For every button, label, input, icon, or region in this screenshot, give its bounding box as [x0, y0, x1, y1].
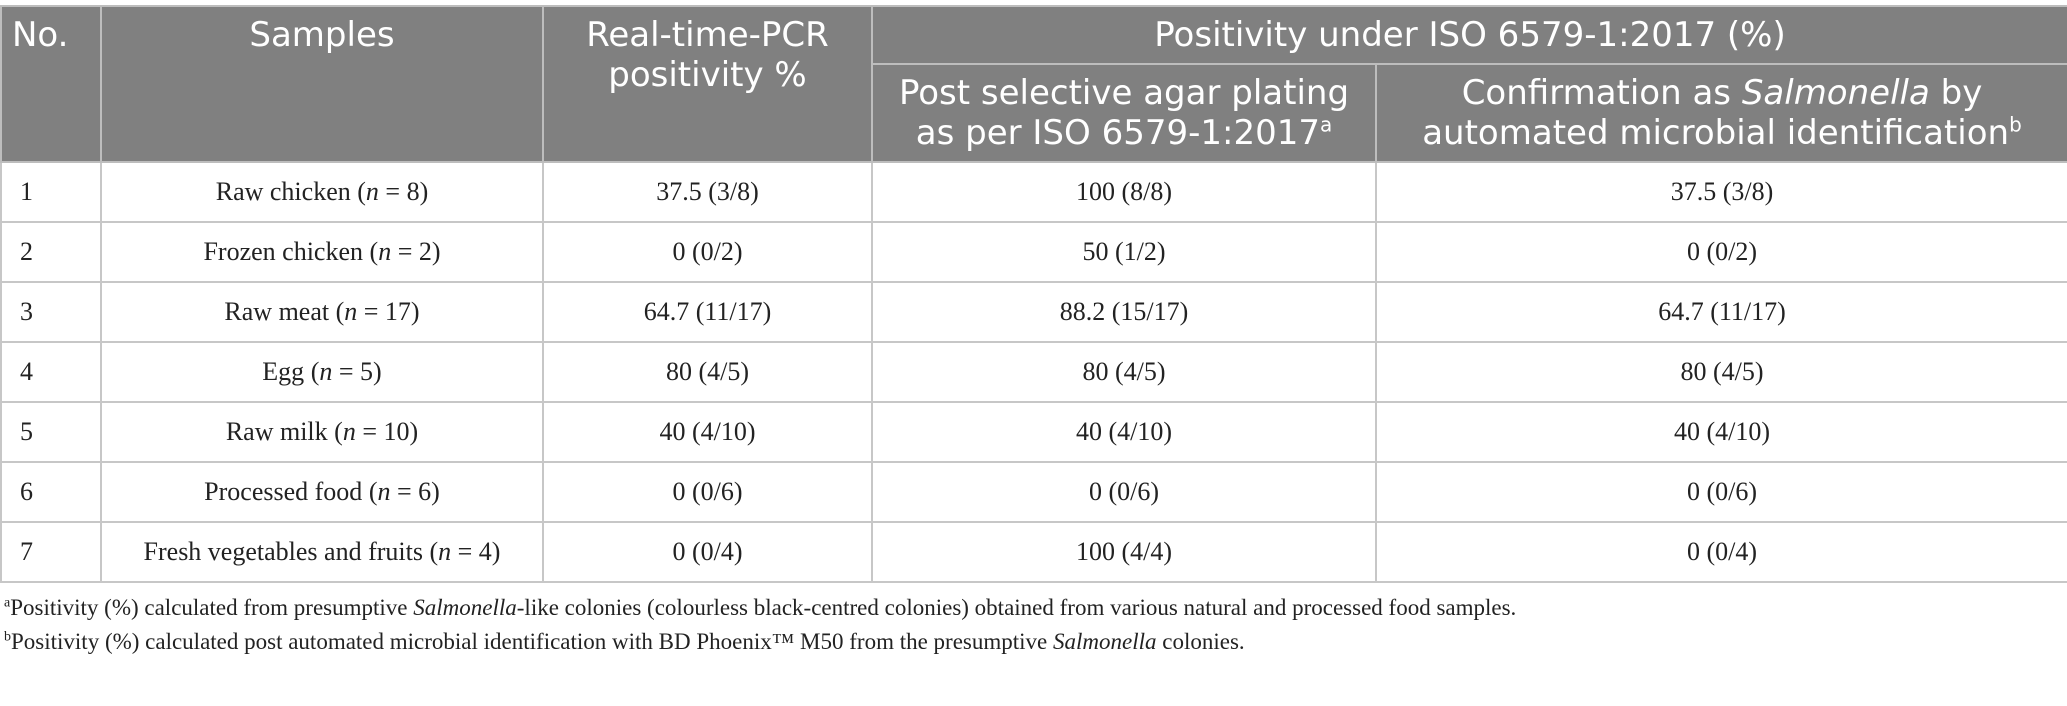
sample-n-value: = 5) [332, 357, 382, 386]
footnote-a-marker: a [4, 595, 11, 611]
table-row: 3 Raw meat (n = 17) 64.7 (11/17) 88.2 (1… [0, 281, 2067, 343]
cell-sample: Raw meat (n = 17) [100, 281, 544, 343]
cell-pcr: 40 (4/10) [542, 401, 873, 463]
cell-sample: Egg (n = 5) [100, 341, 544, 403]
header-confirm-pre: Confirmation as [1461, 73, 1742, 113]
sample-name: Processed food [204, 477, 363, 506]
table-row: 4 Egg (n = 5) 80 (4/5) 80 (4/5) 80 (4/5) [0, 341, 2067, 403]
header-plating-line2: as per ISO 6579-1:2017 [915, 113, 1320, 153]
cell-plating: 0 (0/6) [871, 461, 1377, 523]
sample-name: Frozen chicken [203, 237, 364, 266]
table-row: 1 Raw chicken (n = 8) 37.5 (3/8) 100 (8/… [0, 161, 2067, 223]
cell-confirm: 37.5 (3/8) [1374, 161, 2067, 223]
header-confirm-sup: b [2009, 112, 2022, 137]
table-row: 6 Processed food (n = 6) 0 (0/6) 0 (0/6)… [0, 461, 2067, 523]
footnote-b-pre: Positivity (%) calculated post automated… [11, 629, 1054, 654]
cell-no: 7 [0, 521, 102, 583]
cell-plating: 50 (1/2) [871, 221, 1377, 283]
sample-n-label: n [377, 477, 391, 506]
footnote-b: bPositivity (%) calculated post automate… [4, 625, 2067, 659]
cell-plating: 100 (8/8) [871, 161, 1377, 223]
sample-n-value: = 6) [390, 477, 440, 506]
table-row: 5 Raw milk (n = 10) 40 (4/10) 40 (4/10) … [0, 401, 2067, 463]
footnote-b-post: colonies. [1156, 629, 1245, 654]
cell-pcr: 0 (0/6) [542, 461, 873, 523]
table-header: No. Samples Real-time-PCR positivity % P… [0, 5, 2067, 163]
cell-pcr: 64.7 (11/17) [542, 281, 873, 343]
sample-n-value: = 8) [378, 177, 429, 206]
cell-confirm: 0 (0/4) [1374, 521, 2067, 583]
footnote-a-italic: Salmonella [413, 595, 517, 620]
header-confirm-line2: automated microbial identification [1422, 113, 2010, 153]
sample-n-label: n [365, 177, 379, 206]
header-confirm-post: by [1929, 73, 1983, 113]
header-row-2: Post selective agar plating as per ISO 6… [1, 63, 2067, 163]
sample-name: Egg [262, 357, 305, 386]
cell-no: 5 [0, 401, 102, 463]
header-row-1: No. Samples Real-time-PCR positivity % P… [0, 5, 2067, 163]
cell-sample: Processed food (n = 6) [100, 461, 544, 523]
table-row: 7 Fresh vegetables and fruits (n = 4) 0 … [0, 521, 2067, 583]
sample-name: Raw meat [224, 297, 330, 326]
sample-n-label: n [344, 297, 358, 326]
header-plating: Post selective agar plating as per ISO 6… [871, 63, 1377, 163]
footnote-b-italic: Salmonella [1053, 629, 1157, 654]
sample-n-value: = 10) [355, 417, 419, 446]
sample-n-label: n [438, 537, 452, 566]
header-iso-group: Positivity under ISO 6579-1:2017 (%) [870, 5, 2067, 65]
header-no: No. [0, 5, 102, 163]
sample-n-value: = 2) [391, 237, 441, 266]
footnote-a-pre: Positivity (%) calculated from presumpti… [10, 595, 414, 620]
cell-sample: Raw chicken (n = 8) [100, 161, 544, 223]
results-table-container: No. Samples Real-time-PCR positivity % P… [0, 5, 2067, 659]
header-confirm-italic: Salmonella [1741, 73, 1930, 113]
header-plating-line1: Post selective agar plating [898, 73, 1350, 113]
header-pcr-line1: Real-time-PCR [586, 15, 829, 55]
sample-name: Raw milk [225, 417, 328, 446]
cell-no: 1 [0, 161, 102, 223]
sample-n-value: = 17) [357, 297, 420, 326]
footnote-a: aPositivity (%) calculated from presumpt… [4, 591, 2067, 625]
cell-no: 3 [0, 281, 102, 343]
cell-confirm: 80 (4/5) [1374, 341, 2067, 403]
sample-name: Fresh vegetables and fruits [143, 537, 423, 566]
cell-plating: 40 (4/10) [871, 401, 1377, 463]
header-confirm: Confirmation as Salmonella by automated … [1374, 63, 2067, 163]
sample-n-label: n [319, 357, 333, 386]
header-samples: Samples [100, 5, 544, 163]
cell-confirm: 0 (0/6) [1374, 461, 2067, 523]
cell-sample: Fresh vegetables and fruits (n = 4) [100, 521, 544, 583]
cell-pcr: 0 (0/4) [542, 521, 873, 583]
footnotes: aPositivity (%) calculated from presumpt… [0, 591, 2067, 659]
cell-plating: 88.2 (15/17) [871, 281, 1377, 343]
cell-plating: 80 (4/5) [871, 341, 1377, 403]
cell-no: 4 [0, 341, 102, 403]
header-plating-sup: a [1319, 112, 1333, 137]
header-pcr-line2: positivity % [608, 55, 807, 95]
sample-n-value: = 4) [451, 537, 501, 566]
cell-sample: Frozen chicken (n = 2) [100, 221, 544, 283]
sample-n-label: n [342, 417, 356, 446]
cell-pcr: 0 (0/2) [542, 221, 873, 283]
footnote-a-post: -like colonies (colourless black-centred… [516, 595, 1517, 620]
sample-name: Raw chicken [215, 177, 351, 206]
results-table: No. Samples Real-time-PCR positivity % P… [0, 5, 2067, 583]
sample-n-label: n [378, 237, 392, 266]
table-body: 1 Raw chicken (n = 8) 37.5 (3/8) 100 (8/… [0, 161, 2067, 583]
cell-confirm: 40 (4/10) [1374, 401, 2067, 463]
cell-pcr: 37.5 (3/8) [542, 161, 873, 223]
cell-no: 6 [0, 461, 102, 523]
cell-sample: Raw milk (n = 10) [100, 401, 544, 463]
table-row: 2 Frozen chicken (n = 2) 0 (0/2) 50 (1/2… [0, 221, 2067, 283]
header-pcr: Real-time-PCR positivity % [542, 5, 873, 163]
cell-plating: 100 (4/4) [871, 521, 1377, 583]
cell-confirm: 0 (0/2) [1374, 221, 2067, 283]
cell-no: 2 [0, 221, 102, 283]
cell-confirm: 64.7 (11/17) [1374, 281, 2067, 343]
cell-pcr: 80 (4/5) [542, 341, 873, 403]
footnote-b-marker: b [4, 629, 11, 645]
